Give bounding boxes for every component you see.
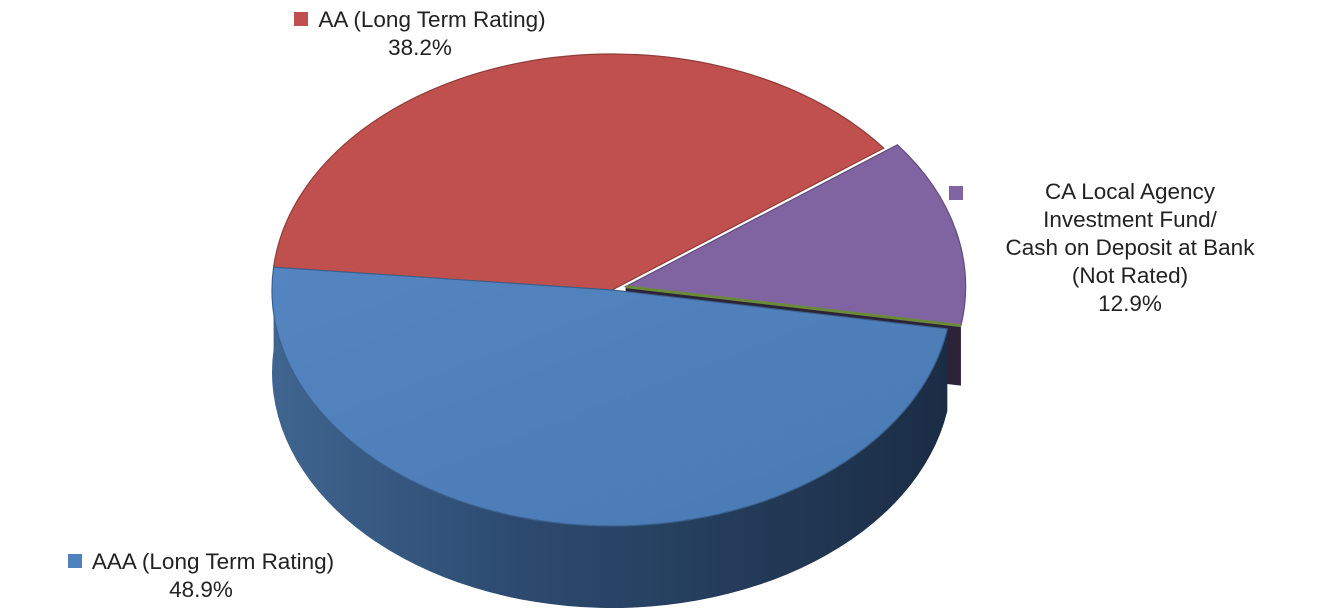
slice-value-aaa: 48.9% xyxy=(169,577,233,602)
slice-aa xyxy=(272,53,885,291)
slice-separator xyxy=(625,285,962,328)
slice-aaa xyxy=(271,266,949,527)
slice-value-ca: 12.9% xyxy=(1098,291,1162,316)
aa-legend-swatch xyxy=(294,12,309,26)
aaa-legend-swatch xyxy=(67,554,82,568)
slice-label-aaa: AAA (Long Term Rating) 48.9% xyxy=(6,548,396,604)
slice-label-aa: AA (Long Term Rating) 38.2% xyxy=(240,6,600,62)
ca-legend-swatch xyxy=(949,186,963,200)
slice-ca xyxy=(623,144,967,327)
slice-value-aa: 38.2% xyxy=(388,35,452,60)
slice-label-ca: CA Local Agency Investment Fund/ Cash on… xyxy=(945,178,1315,318)
aaa-slice-side xyxy=(272,267,948,608)
